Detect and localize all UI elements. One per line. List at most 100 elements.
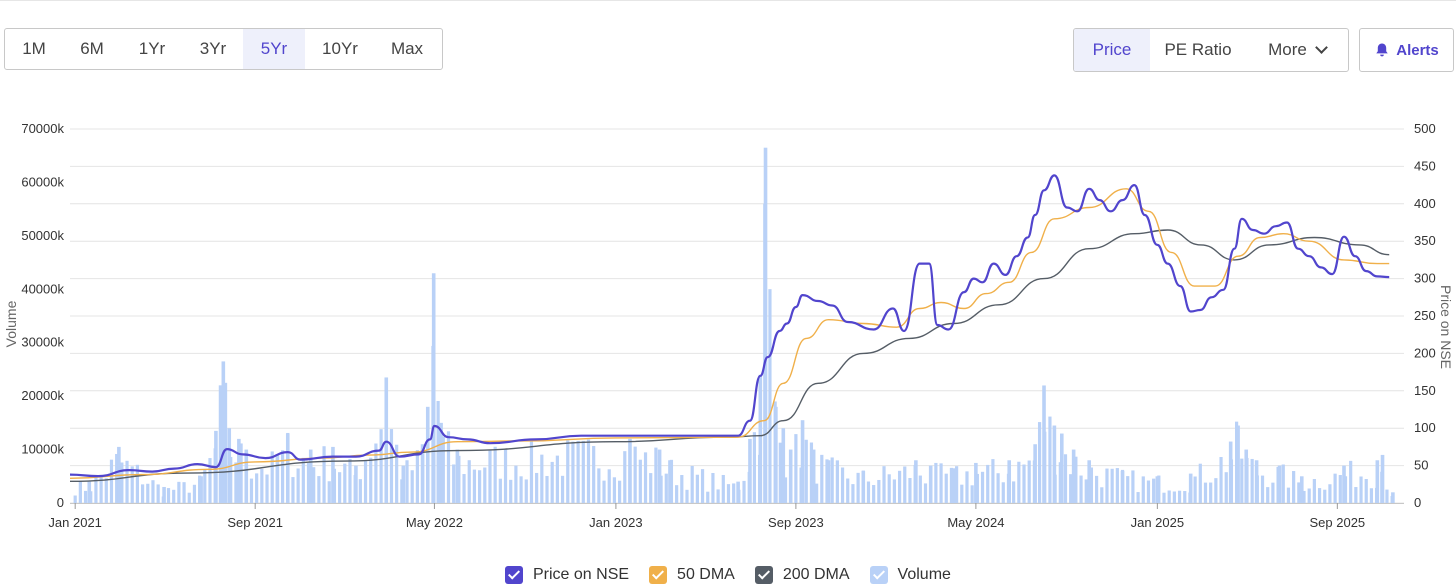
- checkbox-icon: [869, 566, 888, 584]
- volume-bar: [1228, 441, 1233, 503]
- volume-bar: [327, 481, 331, 503]
- volume-bar: [540, 454, 544, 503]
- volume-bar: [882, 466, 886, 503]
- volume-bar: [794, 434, 798, 503]
- volume-bar: [389, 429, 394, 503]
- bell-icon: [1376, 43, 1388, 57]
- volume-bar: [970, 485, 974, 503]
- volume-bar: [1167, 490, 1171, 503]
- volume-bar: [877, 479, 881, 503]
- y-right-tick-label: 0: [1414, 495, 1421, 510]
- volume-bar: [826, 460, 831, 503]
- y-left-tick-label: 60000k: [21, 174, 64, 189]
- volume-bar: [514, 465, 518, 503]
- volume-bar: [668, 460, 672, 503]
- y-right-tick-label: 100: [1414, 420, 1436, 435]
- volume-bar: [227, 428, 232, 503]
- volume-bar: [1089, 467, 1094, 503]
- volume-bar: [1120, 470, 1125, 503]
- volume-bar: [395, 444, 399, 503]
- x-tick-label: Sep 2025: [1310, 515, 1366, 530]
- volume-bar: [700, 469, 705, 503]
- volume-bar: [478, 470, 482, 503]
- volume-bar: [296, 468, 300, 503]
- volume-bar: [939, 463, 943, 503]
- volume-bar: [1214, 478, 1218, 503]
- volume-bar: [301, 457, 305, 503]
- volume-bar: [783, 477, 788, 503]
- volume-bar: [244, 449, 249, 503]
- legend-volume[interactable]: Volume: [869, 566, 951, 584]
- volume-bar: [550, 461, 554, 503]
- pe-ratio-button[interactable]: PE Ratio: [1164, 40, 1232, 59]
- volume-bar: [914, 460, 918, 503]
- volume-bar: [420, 444, 425, 503]
- volume-bar: [774, 406, 778, 503]
- volume-bar: [742, 480, 746, 503]
- chart-lines: [69, 174, 1390, 482]
- volume-bar: [1069, 474, 1073, 503]
- volume-bar: [384, 377, 389, 503]
- volume-bar: [1079, 475, 1083, 503]
- volume-bar: [1359, 476, 1363, 503]
- volume-bar: [192, 484, 197, 503]
- volume-bar: [472, 469, 477, 503]
- dma50-line: [69, 188, 1390, 479]
- range-1yr-button[interactable]: 1Yr: [138, 39, 166, 58]
- volume-bar: [503, 448, 508, 503]
- volume-bar: [928, 465, 933, 503]
- y-right-tick-label: 250: [1414, 308, 1436, 323]
- volume-bar: [1131, 470, 1135, 503]
- volume-bar: [308, 449, 313, 503]
- volume-bar: [524, 479, 528, 503]
- volume-bar: [1292, 471, 1296, 503]
- chevron-down-icon: [1314, 41, 1328, 54]
- range-1m-button[interactable]: 1M: [22, 39, 46, 58]
- volume-bar: [280, 450, 285, 503]
- y-left-tick-label: 0: [57, 495, 64, 510]
- volume-bar: [1219, 457, 1223, 503]
- dma200-line: [69, 229, 1390, 482]
- range-5yr-button[interactable]: 5Yr: [243, 29, 305, 69]
- volume-bar: [182, 482, 186, 503]
- volume-bar: [811, 449, 816, 503]
- volume-bar: [721, 474, 725, 503]
- more-label: More: [1268, 40, 1307, 59]
- y-right-axis-title: Price on NSE: [1438, 285, 1454, 369]
- volume-bar: [690, 465, 694, 503]
- volume-bar: [1017, 461, 1021, 503]
- range-6m-button[interactable]: 6M: [80, 39, 104, 58]
- y-right-tick-label: 450: [1414, 158, 1436, 173]
- legend-price[interactable]: Price on NSE: [505, 566, 629, 584]
- volume-bar: [835, 460, 839, 503]
- volume-bar: [199, 476, 203, 503]
- volume-bar: [657, 449, 662, 503]
- volume-bar: [695, 474, 699, 503]
- volume-bar: [555, 455, 559, 503]
- legend-200dma[interactable]: 200 DMA: [754, 566, 850, 584]
- more-button[interactable]: More: [1246, 29, 1348, 71]
- volume-bar: [675, 485, 679, 503]
- price-button[interactable]: Price: [1074, 29, 1150, 71]
- legend-volume-label: Volume: [897, 566, 951, 583]
- range-max-button[interactable]: Max: [390, 39, 424, 58]
- volume-bar: [996, 473, 1000, 503]
- volume-bar: [1209, 482, 1213, 503]
- volume-bar: [908, 478, 912, 503]
- volume-bar: [1236, 425, 1240, 503]
- range-3yr-button[interactable]: 3Yr: [199, 39, 227, 58]
- volume-bar: [768, 289, 772, 503]
- volume-bar: [401, 465, 406, 503]
- volume-bar: [1100, 487, 1104, 503]
- y-left-tick-label: 30000k: [21, 335, 64, 350]
- volume-bar: [623, 451, 627, 503]
- volume-bar: [291, 477, 295, 503]
- volume-bar: [903, 466, 907, 503]
- volume-bar: [1063, 454, 1068, 503]
- x-tick-label: May 2022: [406, 515, 463, 530]
- volume-bar: [1007, 460, 1012, 503]
- range-10yr-button[interactable]: 10Yr: [322, 39, 358, 58]
- alerts-button[interactable]: Alerts: [1359, 28, 1454, 72]
- volume-bar: [820, 454, 824, 503]
- legend-50dma[interactable]: 50 DMA: [649, 566, 735, 584]
